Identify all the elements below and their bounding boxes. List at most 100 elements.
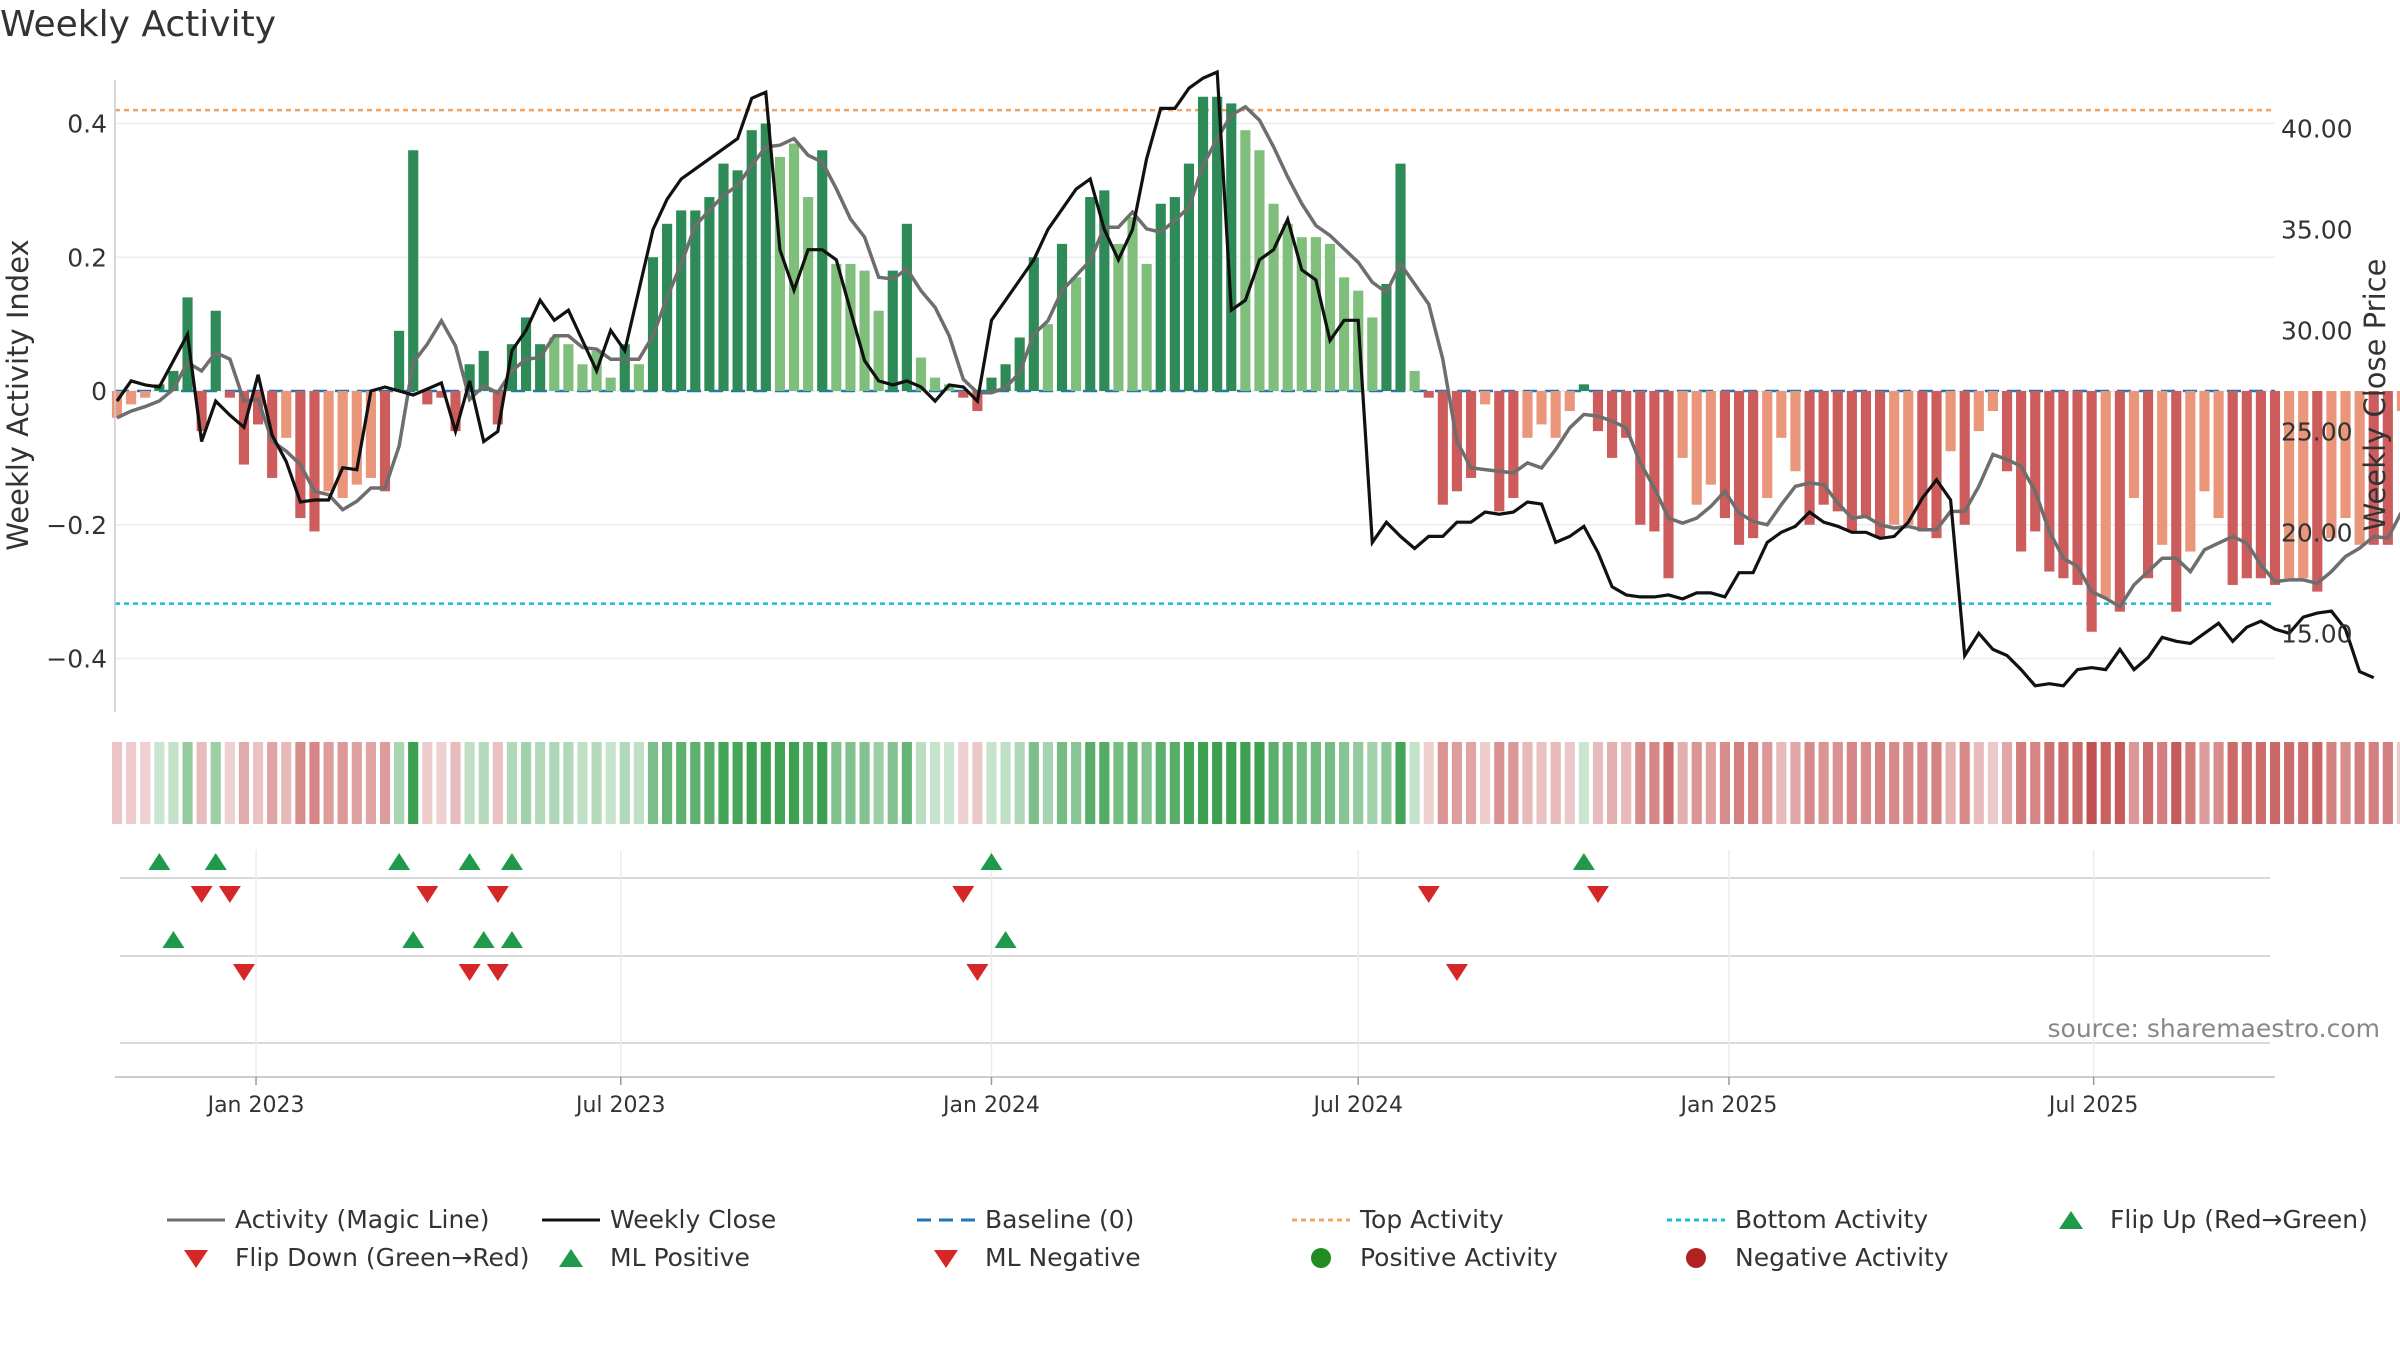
heat-strip-cell: [1113, 742, 1124, 824]
activity-bar: [1141, 263, 1152, 391]
activity-bar: [1536, 391, 1547, 425]
heat-strip-cell: [1240, 742, 1251, 824]
heat-strip-cell: [1212, 742, 1223, 824]
activity-bar: [1381, 284, 1392, 391]
legend-flip-down-label: Flip Down (Green→Red): [235, 1243, 530, 1272]
activity-bar: [2086, 391, 2097, 632]
x-tick-label: Jul 2023: [574, 1093, 666, 1118]
legend-flip-down: Flip Down (Green→Red): [165, 1243, 530, 1272]
activity-bar: [1818, 391, 1829, 505]
heat-strip-cell: [690, 742, 701, 824]
legend-bottom-activity-label: Bottom Activity: [1735, 1205, 1929, 1234]
activity-bar: [1296, 237, 1307, 391]
activity-bar: [1945, 391, 1956, 452]
heat-strip-cell: [1353, 742, 1364, 824]
legend-positive-activity-icon: [1290, 1246, 1352, 1270]
activity-bar: [1691, 391, 1702, 505]
heat-strip-cell: [1649, 742, 1660, 824]
activity-bar: [690, 210, 701, 391]
heat-strip-cell: [1832, 742, 1843, 824]
activity-bar: [1860, 391, 1872, 519]
activity-bar: [2340, 391, 2351, 519]
legend-positive-activity: Positive Activity: [1290, 1243, 1558, 1272]
activity-bar: [126, 391, 137, 405]
activity-bar: [1099, 190, 1110, 391]
heat-strip-cell: [2185, 742, 2196, 824]
legend-flip-down-icon: [165, 1246, 227, 1270]
legend-flip-up-label: Flip Up (Red→Green): [2110, 1205, 2368, 1234]
activity-bar: [1705, 391, 1716, 485]
activity-bar: [1282, 223, 1293, 391]
heat-strip-cell: [450, 742, 461, 824]
legend-top-activity-swatch: [1290, 1208, 1352, 1232]
y-left-tick-label: −0.4: [46, 645, 107, 674]
activity-bar: [746, 130, 757, 391]
heat-strip-cell: [2284, 742, 2295, 824]
activity-bar: [535, 344, 546, 391]
heat-strip-cell: [605, 742, 616, 824]
activity-bar: [1085, 197, 1096, 391]
heat-strip-cell: [1056, 742, 1068, 824]
activity-bar: [450, 391, 461, 432]
y-right-tick-label: 20.00: [2281, 518, 2353, 547]
legend-baseline-label: Baseline (0): [985, 1205, 1135, 1234]
heat-strip-cell: [1014, 742, 1025, 824]
activity-bar: [788, 143, 800, 391]
heat-strip-cell: [2044, 742, 2055, 824]
heat-strip-cell: [1635, 742, 1646, 824]
ml-positive-marker: [162, 931, 185, 948]
activity-bar: [408, 150, 419, 391]
x-tick-label: Jul 2025: [2047, 1093, 2139, 1118]
activity-bar: [760, 123, 771, 391]
activity-bar: [2016, 391, 2027, 552]
heat-strip-cell: [1324, 742, 1336, 824]
activity-bar: [1310, 237, 1321, 391]
heat-strip-cell: [2368, 742, 2379, 824]
flip-down-marker: [416, 886, 439, 903]
heat-strip-cell: [732, 742, 743, 824]
chart-title: Weekly Activity: [0, 4, 277, 45]
activity-bar: [563, 344, 574, 391]
activity-bar: [337, 391, 348, 498]
heat-strip-cell: [591, 742, 602, 824]
heat-strip-cell: [647, 742, 659, 824]
heat-strip-cell: [1042, 742, 1053, 824]
heat-strip-cell: [1931, 742, 1942, 824]
activity-bar: [1437, 391, 1448, 505]
heat-strip-cell: [2255, 742, 2266, 824]
activity-bar: [1959, 391, 1970, 525]
heat-strip-cell: [478, 742, 489, 824]
heat-strip-cell: [676, 742, 687, 824]
heat-strip-cell: [182, 742, 193, 824]
heat-strip-cell: [901, 742, 912, 824]
grid-lines: [115, 122, 2275, 1077]
activity-bar: [958, 391, 969, 398]
heat-strip-cell: [704, 742, 715, 824]
activity-bar: [1028, 257, 1039, 391]
heat-strip-cell: [1339, 742, 1350, 824]
y-left-tick-label: 0: [91, 377, 107, 406]
heat-strip-cell: [1381, 742, 1392, 824]
heat-strip-cell: [2199, 742, 2210, 824]
activity-bar: [1056, 243, 1068, 391]
activity-bar: [1649, 391, 1660, 532]
heat-strip-cell: [464, 742, 475, 824]
legend-weekly-close-label: Weekly Close: [610, 1205, 777, 1234]
heat-strip-cell: [126, 742, 137, 824]
activity-bar: [1776, 391, 1787, 438]
heat-strip-cell: [577, 742, 588, 824]
heat-strip-cell: [2086, 742, 2097, 824]
activity-bar: [2058, 391, 2069, 579]
heat-strip-cell: [210, 742, 221, 824]
activity-bar: [2072, 391, 2083, 585]
activity-bar: [2312, 391, 2323, 592]
activity-bar: [1071, 277, 1082, 391]
heat-strip-cell: [803, 742, 814, 824]
activity-bar: [2396, 391, 2400, 412]
heat-strip-cell: [944, 742, 955, 824]
heat-strip-cell: [422, 742, 433, 824]
activity-bar: [1550, 391, 1561, 438]
activity-bar: [1423, 391, 1434, 398]
heat-strip-cell: [1818, 742, 1829, 824]
